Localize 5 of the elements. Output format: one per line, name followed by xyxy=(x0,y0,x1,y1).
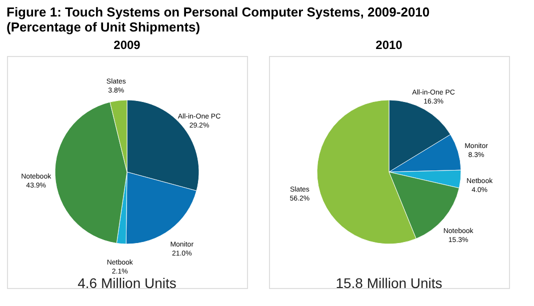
chart-subtitle: 2009 xyxy=(114,38,141,52)
chart-subtitle: 2010 xyxy=(376,38,403,52)
chart-title: Figure 1: Touch Systems on Personal Computer Systems, 2009-2010 (Percentage of Unit Shipments) xyxy=(6,4,430,34)
text: 4.6 Million Units xyxy=(78,275,176,291)
text: 15.8 Million Units xyxy=(336,275,442,291)
